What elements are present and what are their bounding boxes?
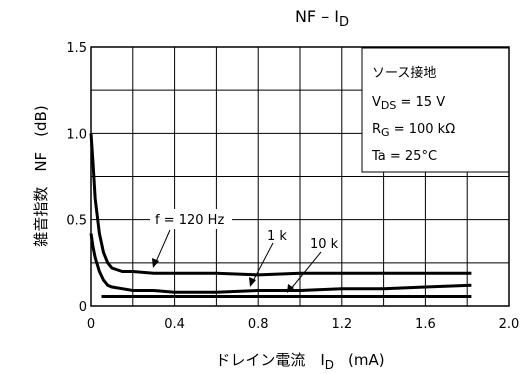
x-tick-label: 1.2 — [331, 317, 352, 332]
x-tick-label: 0.4 — [164, 317, 185, 332]
plot-frame — [90, 46, 510, 307]
x-tick-label: 1.6 — [415, 317, 436, 332]
conditions-text: ソース接地 VDS = 15 V RG = 100 kΩ Ta = 25°C — [371, 65, 455, 164]
x-tick-label: 2.0 — [499, 317, 520, 332]
condition-rg: RG = 100 kΩ — [372, 122, 455, 139]
annotation-120hz: f = 120 Hz — [155, 213, 224, 228]
y-tick-labels: 0 0.5 1.0 1.5 — [66, 41, 87, 315]
annotation-10k: 10 k — [310, 237, 339, 252]
x-tick-label: 0.8 — [248, 317, 269, 332]
condition-vds: VDS = 15 V — [372, 95, 445, 112]
condition-ta: Ta = 25°C — [371, 149, 437, 164]
annotation-120hz-bg — [150, 209, 232, 229]
annotation-leader-1k — [249, 242, 274, 287]
x-tick-label: 0 — [87, 317, 95, 332]
series-line-1k — [89, 233, 472, 294]
chart-title: NF – ID — [295, 7, 349, 30]
annotation-leader-10k — [287, 251, 322, 293]
y-tick-label: 1.5 — [66, 41, 87, 56]
x-tick-labels: 0 0.4 0.8 1.2 1.6 2.0 — [87, 317, 519, 332]
x-axis-label: ドレイン電流 ID (mA) — [215, 351, 384, 372]
y-tick-label: 0 — [79, 300, 87, 315]
y-tick-label: 0.5 — [66, 214, 87, 229]
series-line-120hz — [89, 133, 472, 277]
y-axis-label: 雑音指数 NF (dB) — [32, 105, 50, 246]
condition-grounding: ソース接地 — [372, 65, 436, 81]
annotation-1k: 1 k — [267, 229, 287, 244]
y-tick-label: 1.0 — [66, 127, 87, 142]
annotation-leader-120hz — [152, 229, 171, 268]
